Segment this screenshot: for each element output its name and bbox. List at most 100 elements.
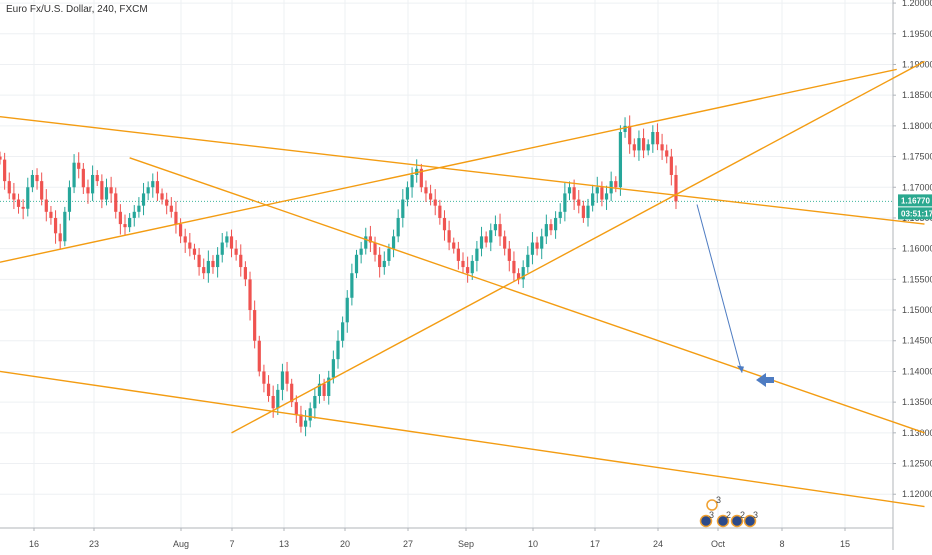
y-tick-label: 1.15500 [902, 274, 932, 284]
x-tick-label: Aug [173, 539, 189, 549]
candle [604, 193, 609, 200]
candle [165, 199, 169, 206]
candle [26, 187, 30, 209]
candle [618, 132, 623, 188]
event-badge-label: 3 [753, 510, 758, 520]
y-tick-label: 1.18000 [902, 121, 932, 131]
candle [526, 254, 530, 268]
candle [317, 383, 322, 396]
candle [345, 297, 349, 323]
candle [229, 236, 234, 249]
candle [572, 187, 576, 200]
candle [637, 138, 641, 151]
y-tick-label: 1.12500 [902, 459, 932, 469]
candle [591, 193, 595, 206]
candle [178, 224, 183, 237]
candle [211, 260, 215, 268]
candle [100, 181, 104, 200]
candle [456, 248, 460, 261]
x-tick-label: 8 [779, 539, 784, 549]
x-tick-label: Sep [458, 539, 474, 549]
candle [655, 132, 660, 145]
x-tick-label: 13 [279, 539, 289, 549]
candle [378, 254, 382, 268]
candle [151, 181, 155, 188]
x-tick-label: 27 [403, 539, 413, 549]
candle [266, 383, 271, 396]
candle [493, 224, 498, 231]
candle [373, 242, 377, 255]
candle [216, 254, 220, 268]
candle [303, 420, 308, 427]
candle [137, 205, 141, 212]
trendline-lower-channel [0, 370, 925, 508]
candle [470, 260, 474, 274]
projection-arrow-line [696, 204, 743, 373]
candle [280, 371, 285, 390]
candle [558, 211, 562, 218]
candle [35, 174, 39, 182]
trendline-rising-line-2 [231, 60, 925, 434]
candle [197, 254, 201, 268]
candle [132, 211, 136, 218]
candle [354, 254, 359, 274]
y-tick-label: 1.18500 [902, 90, 932, 100]
y-tick-labels: 1.20000 1.19500 1.19000 1.18500 1.18000 1.175… [893, 0, 932, 499]
trendline-rising-line-1 [0, 68, 897, 263]
trendline-upper-channel [0, 115, 925, 225]
x-tick-label: 7 [229, 539, 234, 549]
candle [7, 181, 11, 194]
y-tick-label: 1.14500 [902, 336, 932, 346]
candle [331, 359, 335, 378]
candle [461, 260, 465, 268]
candle [239, 254, 243, 268]
y-tick-label: 1.12000 [902, 489, 932, 499]
candle [382, 260, 386, 268]
candle [428, 193, 433, 200]
price-value-text: 1.16770 [901, 196, 930, 205]
candle [327, 377, 331, 396]
countdown-text: 03:51:17 [901, 209, 932, 218]
x-tick-label: 20 [340, 539, 350, 549]
candle [544, 224, 548, 237]
x-tick-label: 23 [89, 539, 99, 549]
candle [600, 187, 604, 200]
candle [641, 138, 646, 151]
y-tick-label: 1.13500 [902, 397, 932, 407]
candle [484, 236, 488, 243]
candle [174, 211, 178, 225]
candle [567, 187, 572, 194]
candle [86, 187, 90, 194]
candle [123, 224, 127, 228]
candle [442, 217, 447, 231]
candle [410, 174, 414, 188]
candle [220, 242, 224, 255]
candle [49, 211, 53, 218]
event-badge [743, 514, 757, 528]
x-tick-labels: 16 23 Aug 7 13 20 27 Sep 10 17 24 Oct 8 15 [29, 528, 850, 549]
event-badge-label: 3 [709, 510, 714, 520]
candle [521, 267, 525, 280]
candle [433, 199, 437, 206]
candle [285, 371, 289, 384]
target-arrow-icon [756, 373, 774, 387]
candle [183, 236, 187, 243]
candle [336, 340, 340, 360]
candle [290, 383, 294, 403]
candle [549, 224, 553, 231]
candle [665, 150, 669, 157]
x-tick-label: 17 [590, 539, 600, 549]
candle [669, 156, 673, 175]
price-marker: 1.16770 03:51:17 [898, 194, 932, 220]
candle [419, 168, 423, 188]
chart-title: Euro Fx/U.S. Dollar, 240, FXCM [6, 4, 148, 15]
candle [646, 144, 650, 151]
candle [155, 181, 160, 194]
candle [512, 260, 516, 274]
y-tick-label: 1.13000 [902, 428, 932, 438]
candle [368, 236, 372, 243]
y-tick-label: 1.15000 [902, 305, 932, 315]
candle [479, 236, 484, 249]
